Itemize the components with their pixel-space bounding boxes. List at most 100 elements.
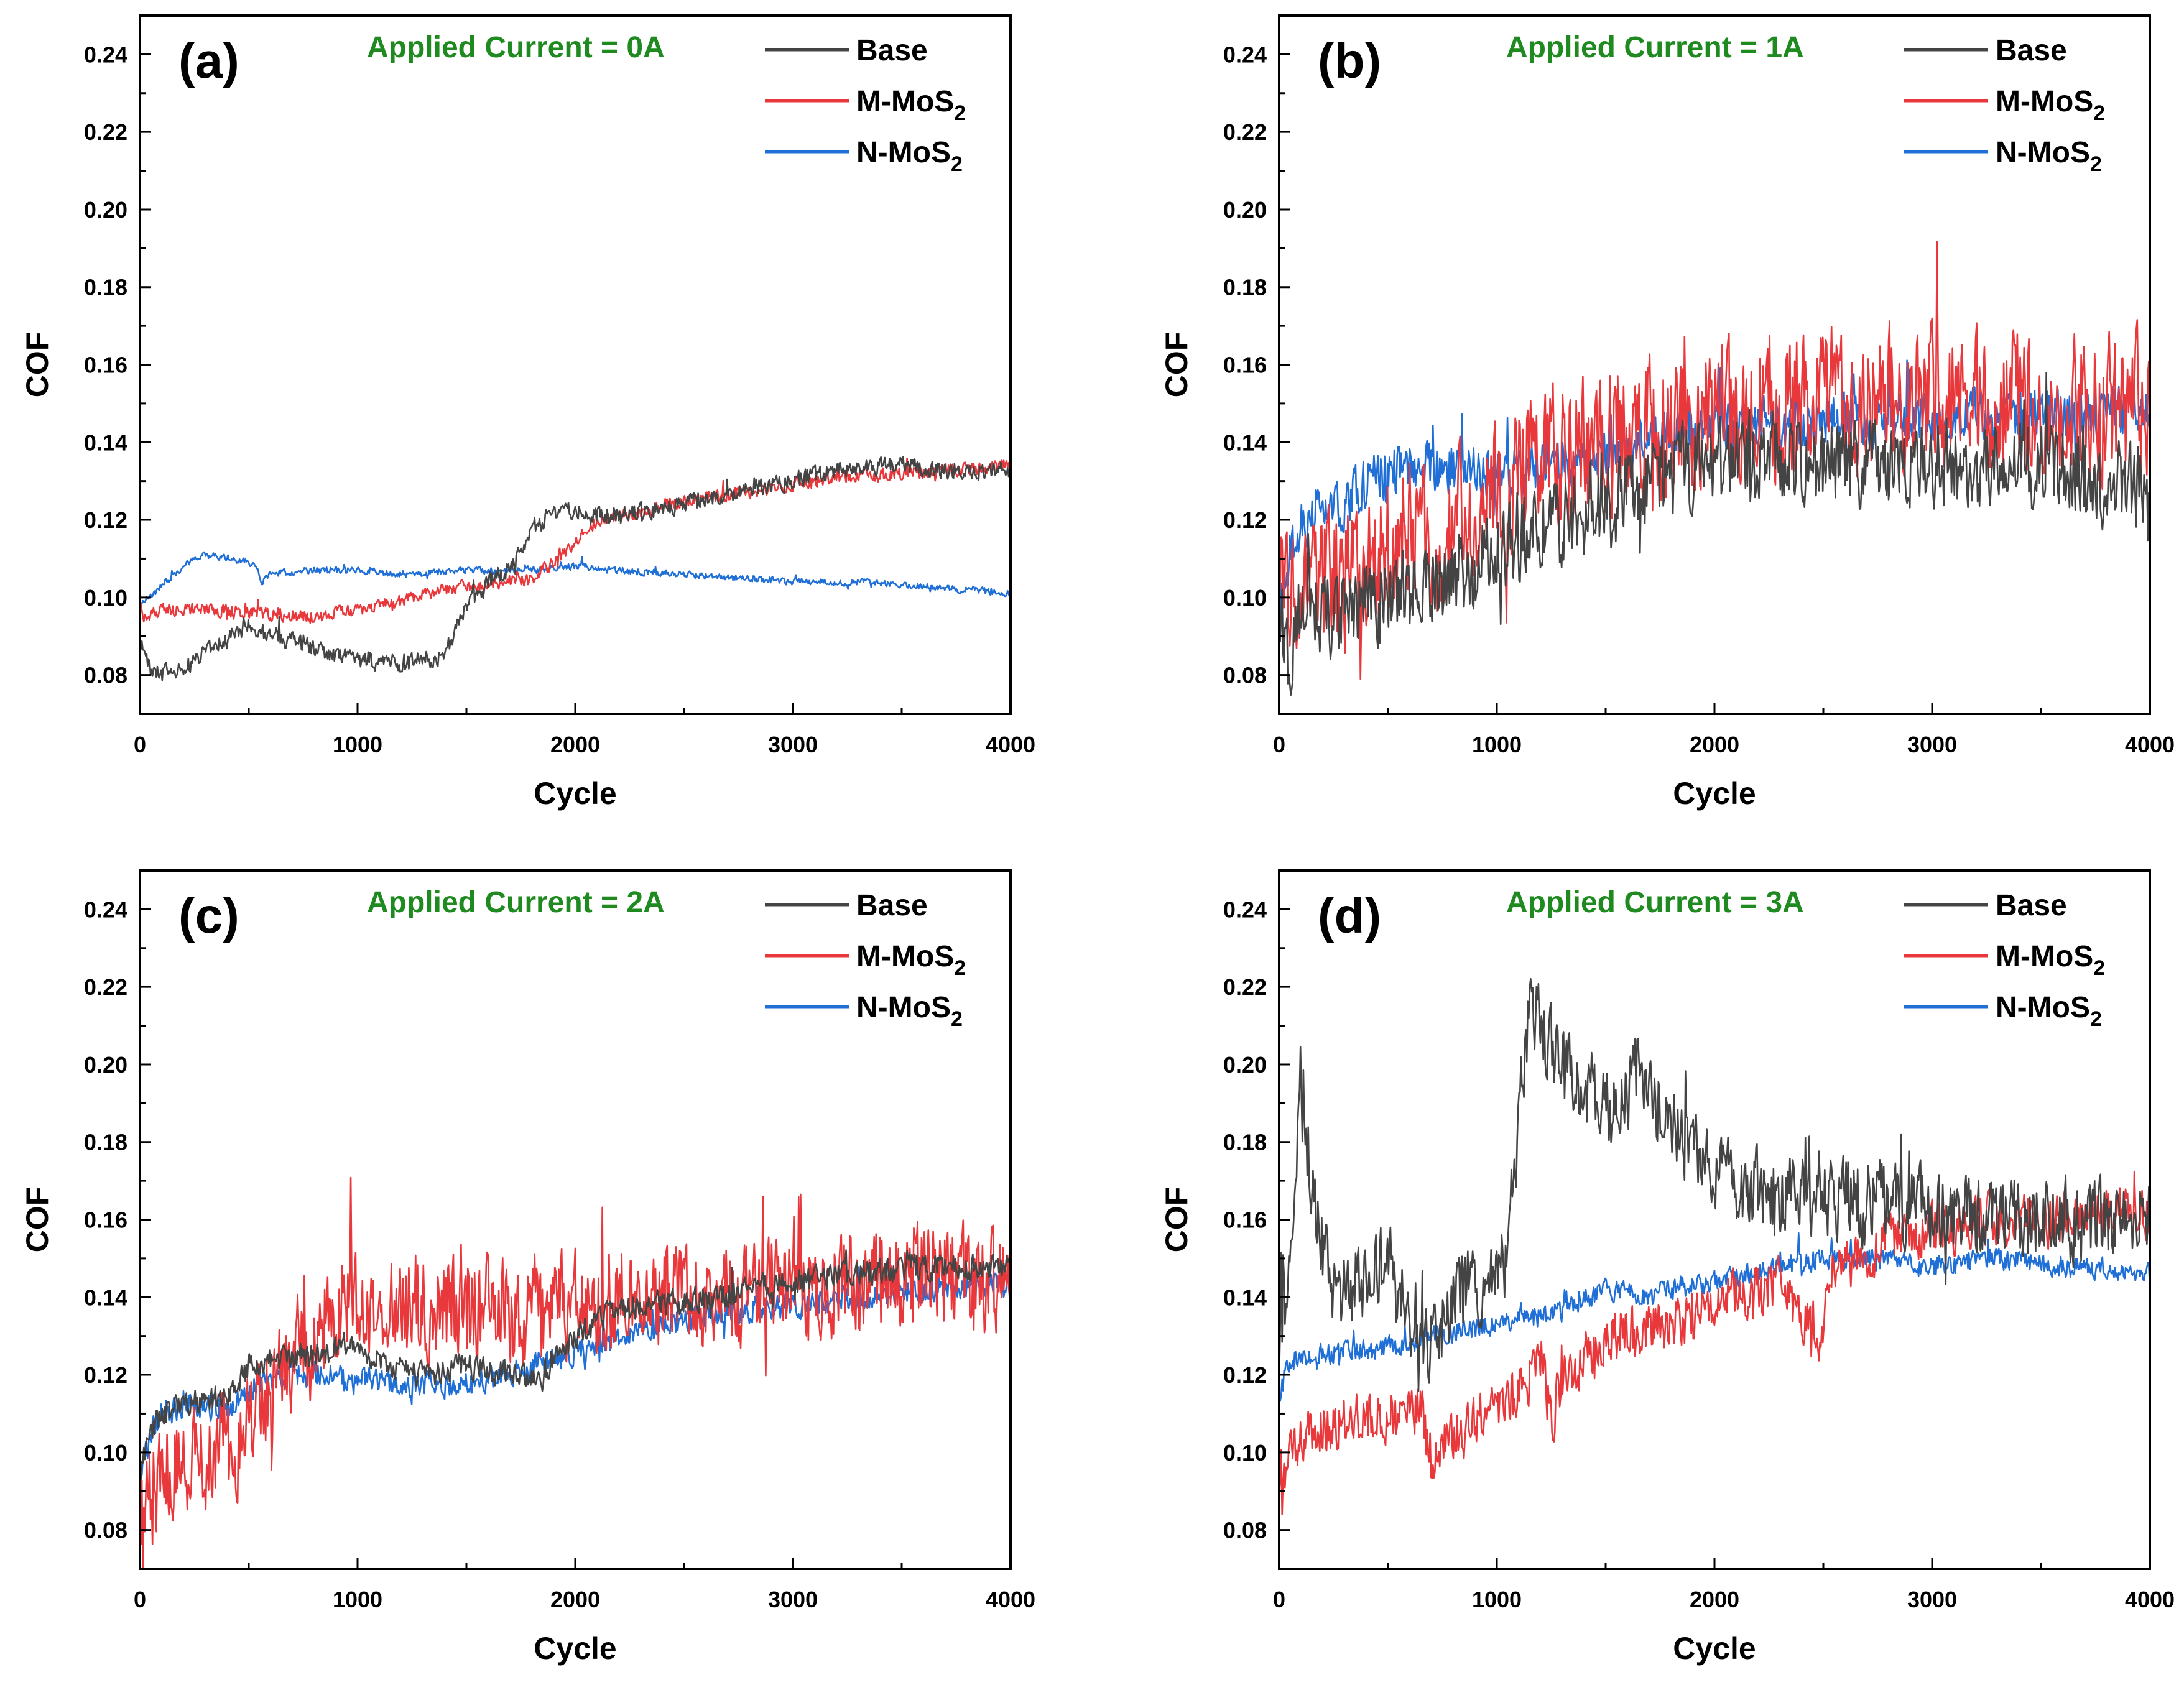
series-line-m-mos2 <box>140 457 1011 624</box>
applied-current-annotation: Applied Current = 0A <box>367 31 665 64</box>
y-tick-label: 0.20 <box>1223 197 1267 223</box>
panel-label: (d) <box>1318 888 1381 943</box>
legend-label-subscript: 2 <box>951 1007 963 1031</box>
y-tick-label: 0.10 <box>1223 1440 1267 1466</box>
y-tick-label: 0.08 <box>84 663 127 688</box>
y-tick-label: 0.24 <box>84 897 127 922</box>
y-tick-label: 0.22 <box>1223 974 1267 1000</box>
plot-frame <box>139 14 1012 715</box>
x-tick-label: 3000 <box>1907 732 1957 757</box>
x-tick-label: 4000 <box>986 732 1035 757</box>
series-group <box>140 1176 1011 1569</box>
legend-label-text: Base <box>856 34 928 67</box>
x-tick-label: 0 <box>1273 1587 1285 1612</box>
x-tick-label: 4000 <box>2125 732 2175 757</box>
series-group <box>1279 978 2150 1515</box>
series-line-n-mos2 <box>140 551 1011 609</box>
x-tick-label: 1000 <box>1472 1587 1522 1612</box>
legend-label-subscript: 2 <box>2090 152 2102 176</box>
x-tick-label: 0 <box>134 1587 146 1612</box>
y-tick-label: 0.14 <box>1223 1285 1267 1310</box>
applied-current-annotation: Applied Current = 3A <box>1506 886 1804 919</box>
series-group <box>140 456 1011 681</box>
y-tick-label: 0.18 <box>84 1130 127 1155</box>
panel-a: 0.08 0.10 0.12 0.14 0.16 0.18 0.20 0.22 0.24 0 100… <box>20 14 1035 811</box>
legend-label-text: M-MoS <box>1996 940 2093 973</box>
applied-current-annotation: Applied Current = 1A <box>1506 31 1804 64</box>
x-tick-label: 1000 <box>333 1587 382 1612</box>
legend-label-subscript: 2 <box>954 101 966 125</box>
y-tick-label: 0.08 <box>1223 1518 1267 1543</box>
y-tick-label: 0.24 <box>84 42 127 67</box>
x-tick-label: 3000 <box>1907 1587 1957 1612</box>
series-line-m-mos2 <box>140 1176 1011 1569</box>
series-line-base <box>1279 372 2150 696</box>
panel-label: (b) <box>1318 33 1381 88</box>
y-tick-label: 0.12 <box>84 1362 127 1388</box>
legend-label-n-mos2: N-MoS2 <box>1996 136 2102 176</box>
legend-label-subscript: 2 <box>954 956 966 980</box>
y-tick-label: 0.12 <box>1223 1362 1267 1388</box>
x-tick-label: 3000 <box>768 732 818 757</box>
legend-label-n-mos2: N-MoS2 <box>856 136 963 176</box>
y-tick-label: 0.20 <box>84 1052 127 1078</box>
series-line-m-mos2 <box>1279 241 2150 680</box>
applied-current-annotation: Applied Current = 2A <box>367 886 665 919</box>
legend-label-base: Base <box>856 34 928 67</box>
panel-c: 0.08 0.10 0.12 0.14 0.16 0.18 0.20 0.22 0.24 0 100… <box>20 869 1035 1666</box>
y-tick-label: 0.18 <box>1223 1130 1267 1155</box>
x-tick-label: 1000 <box>1472 732 1522 757</box>
x-tick-label: 4000 <box>986 1587 1035 1612</box>
y-tick-label: 0.18 <box>84 275 127 300</box>
y-tick-label: 0.10 <box>84 1440 127 1466</box>
legend-label-text: M-MoS <box>856 85 954 118</box>
plot-frame <box>139 869 1012 1570</box>
y-axis-title: COF <box>1159 1187 1194 1253</box>
legend-label-text: N-MoS <box>1996 136 2090 169</box>
legend-label-text: Base <box>856 889 928 922</box>
series-group <box>1279 241 2150 696</box>
panel-label: (a) <box>178 33 239 88</box>
panel-label: (c) <box>178 888 239 943</box>
series-line-base <box>140 456 1011 681</box>
legend-label-n-mos2: N-MoS2 <box>1996 991 2102 1031</box>
x-axis-title: Cycle <box>1673 1631 1756 1666</box>
y-tick-label: 0.12 <box>84 507 127 533</box>
legend: Base M-MoS2 N-MoS2 <box>1904 889 2105 1031</box>
legend-label-text: M-MoS <box>856 940 954 973</box>
y-tick-label: 0.18 <box>1223 275 1267 300</box>
legend-label-text: N-MoS <box>1996 991 2090 1024</box>
y-tick-label: 0.16 <box>1223 353 1267 378</box>
legend-label-text: Base <box>1996 34 2067 67</box>
series-line-base <box>1279 978 2150 1392</box>
panel-b: 0.08 0.10 0.12 0.14 0.16 0.18 0.20 0.22 0.24 0 100… <box>1159 14 2175 811</box>
legend-label-m-mos2: M-MoS2 <box>1996 940 2105 980</box>
y-tick-label: 0.14 <box>84 430 127 455</box>
series-line-base <box>140 1249 1011 1480</box>
y-tick-label: 0.10 <box>84 585 127 611</box>
y-tick-label: 0.16 <box>84 353 127 378</box>
y-tick-label: 0.14 <box>84 1285 127 1310</box>
y-tick-label: 0.24 <box>1223 897 1267 922</box>
x-tick-label: 0 <box>1273 732 1285 757</box>
y-tick-label: 0.20 <box>84 197 127 223</box>
legend-label-subscript: 2 <box>2093 101 2105 125</box>
y-tick-label: 0.12 <box>1223 507 1267 533</box>
legend-label-text: Base <box>1996 889 2067 922</box>
x-tick-label: 2000 <box>1690 1587 1739 1612</box>
y-tick-label: 0.20 <box>1223 1052 1267 1078</box>
y-axis-title: COF <box>20 332 55 398</box>
x-tick-label: 4000 <box>2125 1587 2175 1612</box>
x-tick-label: 2000 <box>550 732 600 757</box>
y-tick-label: 0.22 <box>84 119 127 145</box>
y-tick-label: 0.24 <box>1223 42 1267 67</box>
legend-label-subscript: 2 <box>951 152 963 176</box>
legend-label-m-mos2: M-MoS2 <box>1996 85 2105 125</box>
legend-label-m-mos2: M-MoS2 <box>856 85 966 125</box>
x-axis-title: Cycle <box>534 776 616 811</box>
legend-label-text: N-MoS <box>856 136 951 169</box>
x-tick-label: 1000 <box>333 732 382 757</box>
legend: Base M-MoS2 N-MoS2 <box>1904 34 2105 176</box>
